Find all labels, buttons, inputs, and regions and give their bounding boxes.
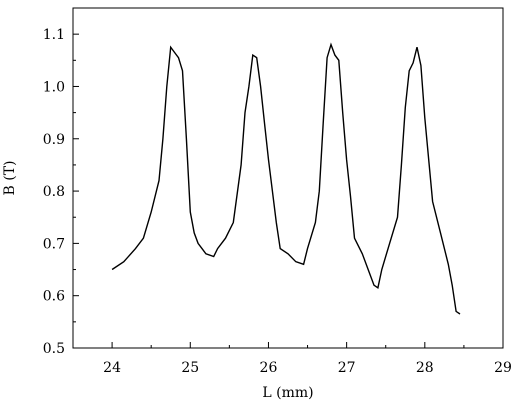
series-line <box>111 42 461 315</box>
y-tick-label: 0.5 <box>43 341 65 357</box>
tick-labels: 24 25 26 27 28 29 0.5 0.6 0.7 0.8 0.9 1.0 1.1 <box>43 27 512 376</box>
y-tick-label: 1.0 <box>43 79 65 95</box>
y-tick-label: 0.7 <box>43 236 65 252</box>
y-axis-label: B (T) <box>2 161 18 196</box>
x-tick-label: 25 <box>181 360 199 376</box>
plot-area-frame <box>72 7 504 349</box>
axis-ticks <box>72 7 504 349</box>
x-tick-label: 26 <box>260 360 278 376</box>
y-tick-label: 0.8 <box>43 184 65 200</box>
y-tick-label: 0.9 <box>43 132 65 148</box>
x-tick-label: 29 <box>494 360 512 376</box>
x-tick-label: 28 <box>416 360 434 376</box>
y-tick-label: 1.1 <box>43 27 65 43</box>
x-tick-label: 27 <box>338 360 356 376</box>
x-tick-label: 24 <box>103 360 121 376</box>
x-axis-label: L (mm) <box>262 385 313 401</box>
y-tick-label: 0.6 <box>43 289 65 305</box>
